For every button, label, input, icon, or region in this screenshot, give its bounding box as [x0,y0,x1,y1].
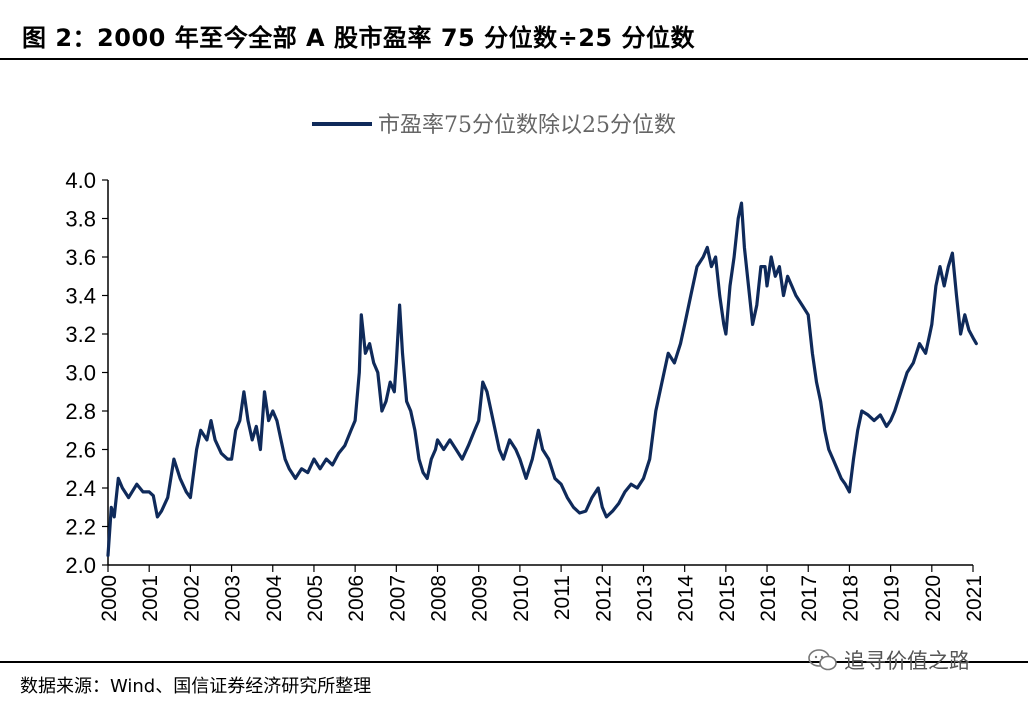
x-tick-label: 2011 [551,575,574,620]
x-tick-label: 2008 [428,575,451,622]
x-tick-label: 2009 [469,575,492,622]
y-tick-label: 2.2 [65,515,96,540]
x-tick-label: 2002 [180,575,203,622]
x-tick-label: 2016 [757,575,780,622]
y-tick-label: 3.4 [65,284,96,309]
x-tick-label: 2005 [304,575,327,622]
x-tick-label: 2010 [510,575,533,622]
x-tick-label: 2001 [139,575,162,622]
y-tick-label: 2.6 [65,438,96,463]
x-tick-label: 2019 [881,575,904,622]
x-tick-label: 2007 [386,575,409,622]
watermark-text: 追寻价值之路 [844,649,970,673]
x-tick-label: 2021 [963,575,986,622]
x-tick-label: 2006 [345,575,368,622]
chart-legend: 市盈率75分位数除以25分位数 [312,113,676,138]
y-tick-label: 4.0 [65,168,96,193]
top-rule [0,58,1028,60]
y-tick-label: 2.8 [65,399,96,424]
x-tick-label: 2015 [716,575,739,622]
x-tick-label: 2012 [592,575,615,622]
legend-label: 市盈率75分位数除以25分位数 [378,113,676,138]
wechat-icon [808,649,837,671]
figure-title: 图 2：2000 年至今全部 A 股市盈率 75 分位数÷25 分位数 [22,24,695,52]
y-tick-label: 3.0 [65,361,96,386]
x-tick-label: 2013 [633,575,656,622]
x-tick-label: 2017 [798,575,821,622]
y-tick-label: 3.6 [65,245,96,270]
chart-axes: 2.0 2.2 2.4 2.6 2.8 3.0 3.2 3.4 3.6 3.8 4.0 2000 200… [65,168,986,622]
y-tick-label: 2.0 [65,553,96,578]
y-tick-label: 2.4 [65,476,96,501]
x-tick-label: 2003 [222,575,245,622]
x-tick-label: 2004 [263,575,286,622]
bottom-rule [0,661,1028,663]
series-line [106,201,978,557]
plot-area [106,201,978,557]
watermark: 追寻价值之路 [808,645,970,675]
x-tick-label: 2000 [98,575,121,622]
x-tick-label: 2014 [675,575,698,622]
x-tick-label: 2020 [922,575,945,622]
y-tick-label: 3.2 [65,322,96,347]
x-tick-label: 2018 [839,575,862,622]
y-tick-label: 3.8 [65,207,96,232]
source-note: 数据来源：Wind、国信证券经济研究所整理 [20,676,372,697]
line-chart: 市盈率75分位数除以25分位数 2.0 2.2 2.4 2.6 2.8 3.0 3.2 3.4… [65,113,986,622]
